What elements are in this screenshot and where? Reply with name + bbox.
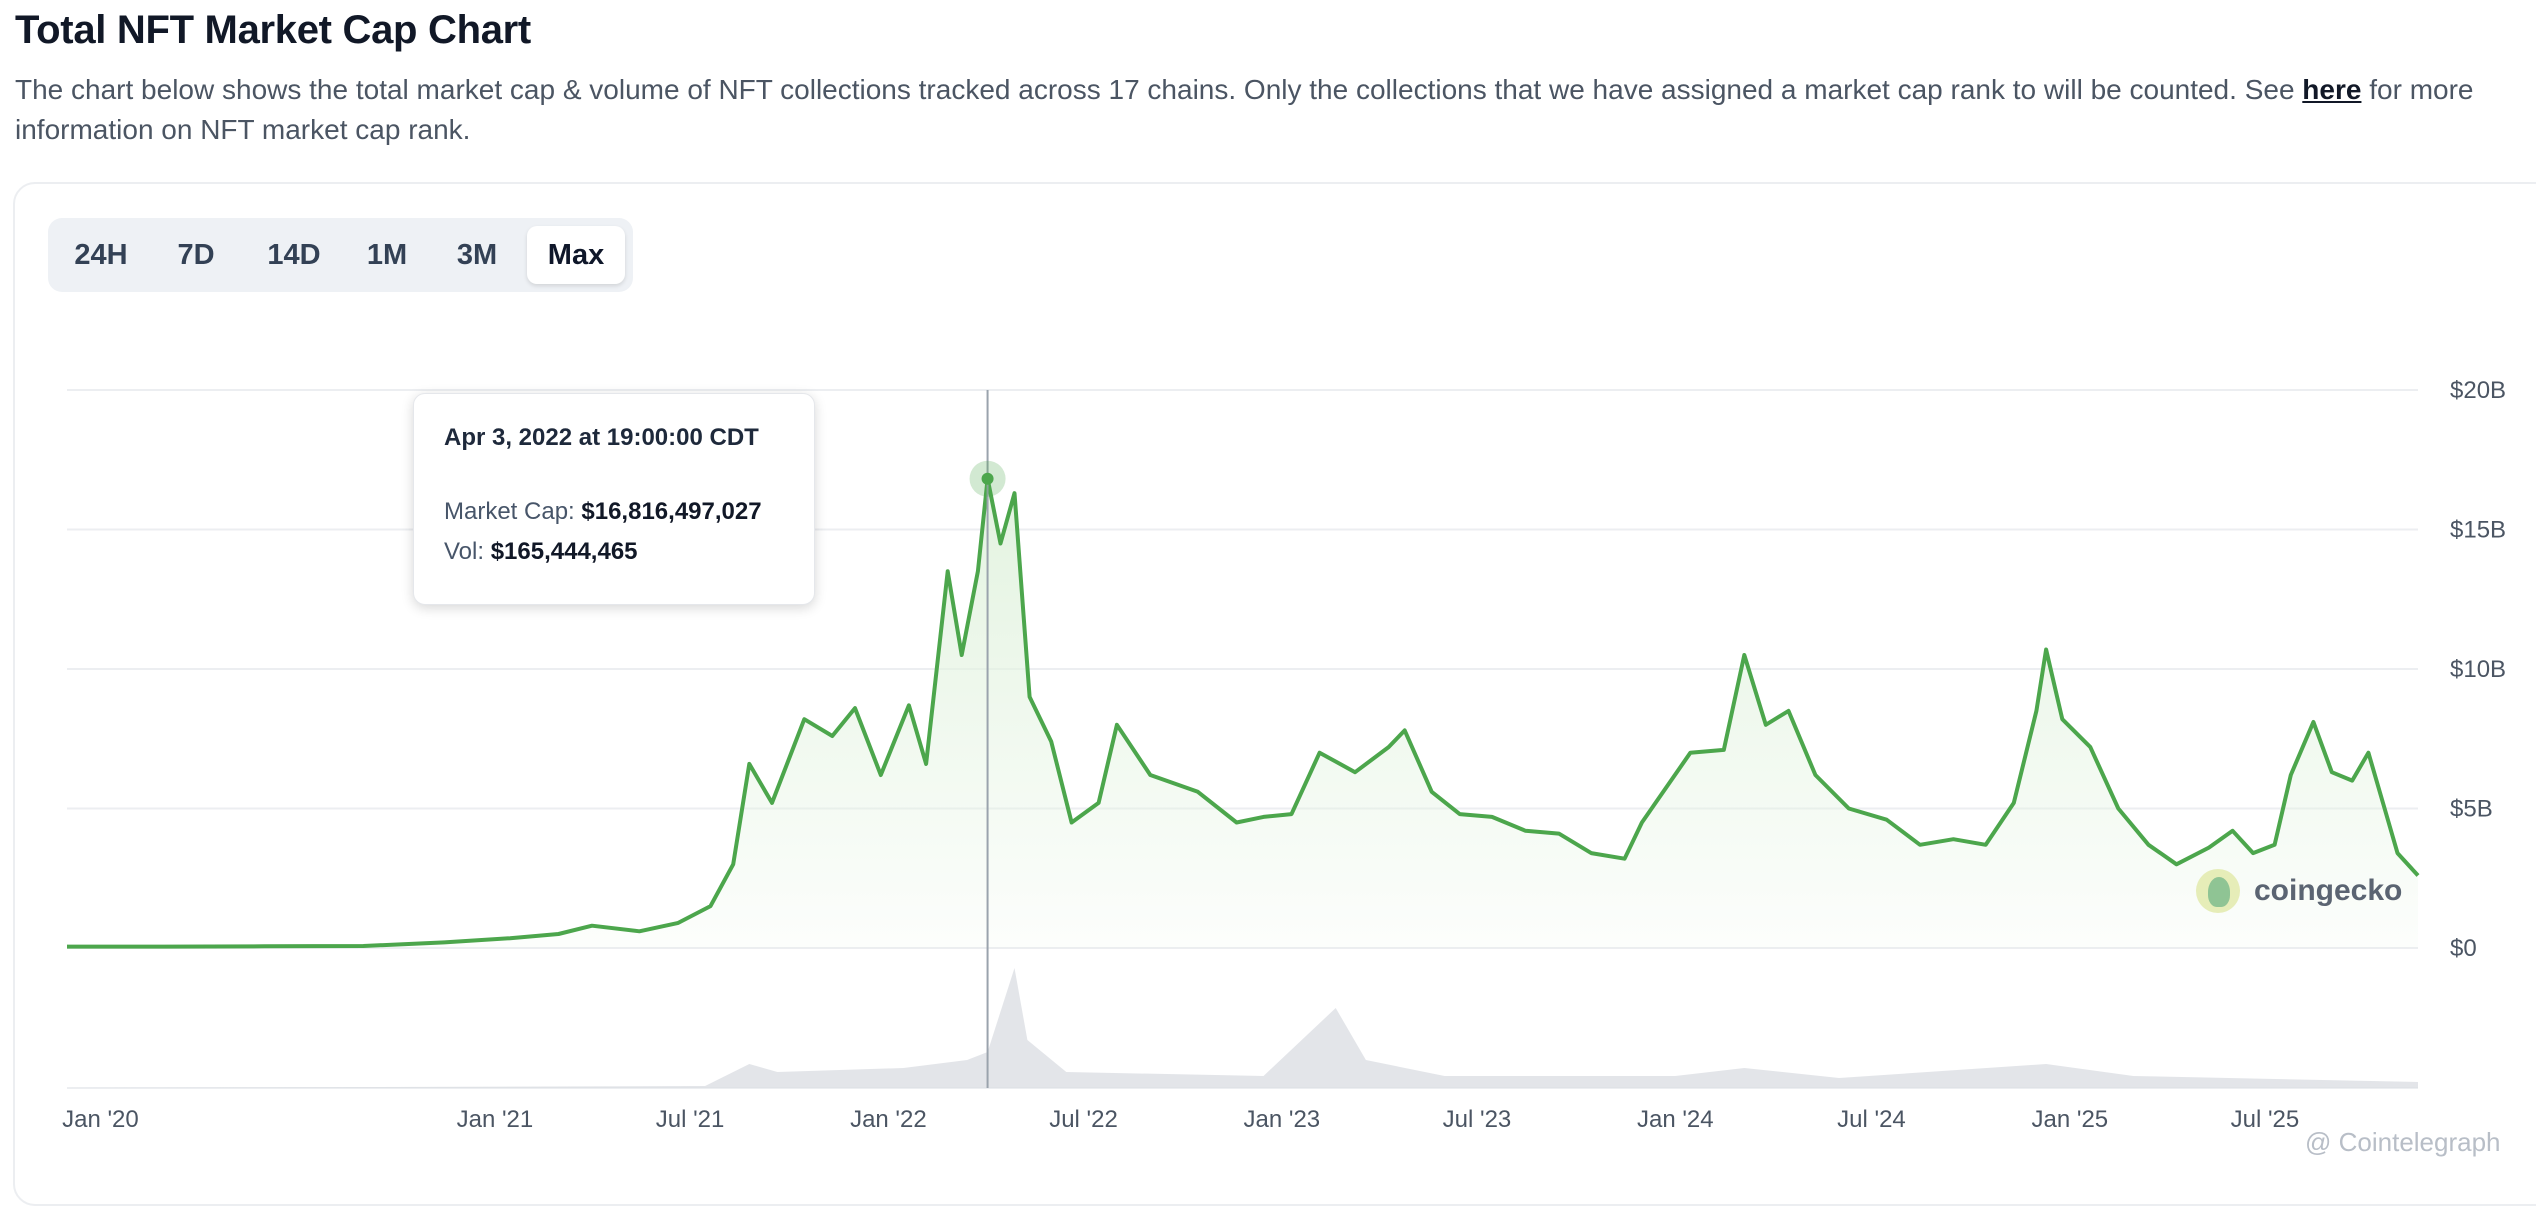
x-tick-label: Jul '21 [656,1106,725,1133]
tab-max[interactable]: Max [527,226,625,284]
y-tick-label: $15B [2450,517,2506,544]
x-tick-label: Jan '23 [1244,1106,1321,1133]
page-description: The chart below shows the total market c… [15,70,2520,150]
tooltip-volume: Vol: $165,444,465 [444,538,638,566]
market-cap-chart[interactable]: $0 $5B $10B $15B $20B Jan '20 Jan '21 Jul '21 Ja… [0,0,2536,1167]
y-tick-label: $5B [2450,796,2493,823]
x-tick-label: Jan '20 [62,1106,139,1133]
here-link[interactable]: here [2302,74,2362,105]
x-tick-label: Jul '24 [1837,1106,1906,1133]
tooltip-date: Apr 3, 2022 at 19:00:00 CDT [444,424,759,451]
tab-24h[interactable]: 24H [74,239,128,271]
market-cap-line [67,476,2420,949]
x-tick-label: Jul '23 [1443,1106,1512,1133]
tooltip-market-cap: Market Cap: $16,816,497,027 [444,498,762,526]
chart-axes: $0 $5B $10B $15B $20B Jan '20 Jan '21 Jul '21 Ja… [62,377,2506,1133]
time-range-tabs: 24H 7D 14D 1M 3M Max [48,218,633,292]
tooltip-vol-label: Vol: [444,538,485,565]
y-tick-label: $10B [2450,656,2506,683]
hover-marker [969,390,1006,1088]
tab-14d[interactable]: 14D [267,239,321,271]
tab-7d[interactable]: 7D [177,239,215,271]
tab-3m[interactable]: 3M [456,239,498,271]
tooltip-market-cap-label: Market Cap: [444,498,575,525]
market-cap-series [67,476,2420,949]
gecko-logo-icon [2196,869,2240,913]
x-tick-label: Jan '24 [1637,1106,1714,1133]
x-tick-label: Jul '22 [1049,1106,1118,1133]
hover-point [981,472,994,485]
tooltip-vol-value: $165,444,465 [490,538,638,565]
tab-1m[interactable]: 1M [366,239,408,271]
y-tick-label: $0 [2450,935,2477,962]
watermark: @ Cointelegraph [2305,1127,2501,1157]
page-title: Total NFT Market Cap Chart [15,8,531,52]
volume-series [67,968,2418,1088]
chart-tooltip: Apr 3, 2022 at 19:00:00 CDT Market Cap: … [413,393,815,605]
x-tick-label: Jan '22 [850,1106,927,1133]
coingecko-brand: coingecko [2196,866,2402,916]
volume-area [67,968,2418,1088]
brand-name: coingecko [2254,874,2403,907]
description-end: for more information on NFT market cap r… [15,74,2474,145]
chart-card [13,182,2536,1206]
market-cap-area [67,478,2418,948]
tooltip-market-cap-value: $16,816,497,027 [581,498,762,525]
x-tick-label: Jan '25 [2032,1106,2109,1133]
description-text: The chart below shows the total market c… [15,74,2295,105]
y-tick-label: $20B [2450,377,2506,404]
x-tick-label: Jan '21 [457,1106,534,1133]
x-tick-label: Jul '25 [2231,1106,2300,1133]
